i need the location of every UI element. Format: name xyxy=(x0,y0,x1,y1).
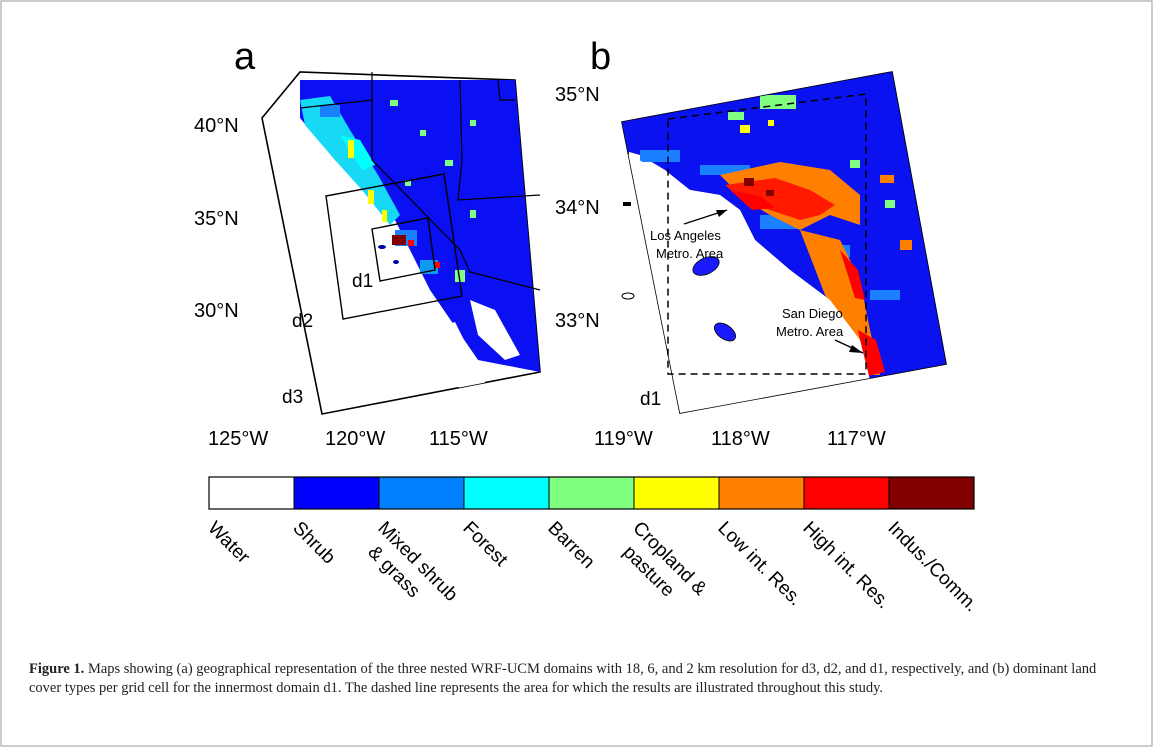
legend-swatch-7 xyxy=(803,476,890,510)
legend-label-2: Mixed shrub& grass xyxy=(356,518,461,623)
panel-b-lat-label-34: 34°N xyxy=(555,197,600,219)
annotation-los-angeles-line1: Los Angeles xyxy=(650,228,721,243)
island-san-clemente xyxy=(713,322,737,342)
caption-label: Figure 1. xyxy=(29,661,85,677)
legend-label-8: Indus./Comm. xyxy=(883,518,981,616)
panel-b-letter: b xyxy=(590,36,611,78)
panel-b-map: b 35°N 34°N 33°N 119°W 118°W 117°W d1 Lo… xyxy=(555,36,947,450)
panel-b-lat-label-33: 33°N xyxy=(555,310,600,332)
legend-swatch-0 xyxy=(208,476,295,510)
panel-a-map: a 40°N 35°N 30°N 125°W 120°W 115°W d1 d2… xyxy=(194,36,541,450)
legend-label-6: Low int. Res. xyxy=(713,518,806,611)
legend-swatch-8 xyxy=(888,476,975,510)
panel-a-d1-label: d1 xyxy=(352,271,373,292)
legend-label-5: Cropland &pasture xyxy=(611,518,710,617)
legend-label-0: Water xyxy=(203,518,254,569)
panel-a-d2-box xyxy=(325,173,463,320)
panel-a-letter: a xyxy=(234,36,256,78)
legend-label-1: Shrub xyxy=(288,518,339,569)
annotation-los-angeles-line2: Metro. Area xyxy=(656,246,724,261)
panel-b-lon-label-118: 118°W xyxy=(711,428,770,450)
legend-swatch-5 xyxy=(633,476,720,510)
legend-swatch-6 xyxy=(718,476,805,510)
panel-b-lon-label-119: 119°W xyxy=(594,428,653,450)
panel-a-d2-label: d2 xyxy=(292,311,313,332)
legend-swatch-2 xyxy=(378,476,465,510)
island-catalina xyxy=(692,256,720,276)
panel-a-lat-label-40: 40°N xyxy=(194,115,239,137)
figure-caption: Figure 1. Maps showing (a) geographical … xyxy=(29,660,1129,698)
legend-swatch-4 xyxy=(548,476,635,510)
panel-b-lat-label-35: 35°N xyxy=(555,84,600,106)
panel-a-lon-label-120: 120°W xyxy=(325,428,385,450)
annotation-san-diego-line1: San Diego xyxy=(782,306,843,321)
legend-label-7: High int. Res. xyxy=(798,518,893,613)
legend-swatch-1 xyxy=(293,476,380,510)
panel-a-lon-label-125: 125°W xyxy=(208,428,268,450)
annotation-san-diego-line2: Metro. Area xyxy=(776,324,844,339)
legend-label-4: Barren xyxy=(543,518,598,573)
land-cover-legend: Water Shrub Mixed shrub& grass Forest Barren… xyxy=(203,476,982,623)
panel-b-d1-label: d1 xyxy=(640,389,661,410)
legend-swatch-3 xyxy=(463,476,550,510)
panel-a-lat-label-30: 30°N xyxy=(194,300,239,322)
legend-label-3: Forest xyxy=(458,518,511,571)
caption-text: Maps showing (a) geographical representa… xyxy=(29,661,1097,696)
panel-b-analysis-box xyxy=(667,93,867,375)
panel-b-lon-label-117: 117°W xyxy=(827,428,886,450)
panel-a-d1-box xyxy=(371,217,436,282)
panel-a-lat-label-35: 35°N xyxy=(194,208,239,230)
panel-a-lon-label-115: 115°W xyxy=(429,428,488,450)
panel-a-d3-label: d3 xyxy=(282,387,303,408)
